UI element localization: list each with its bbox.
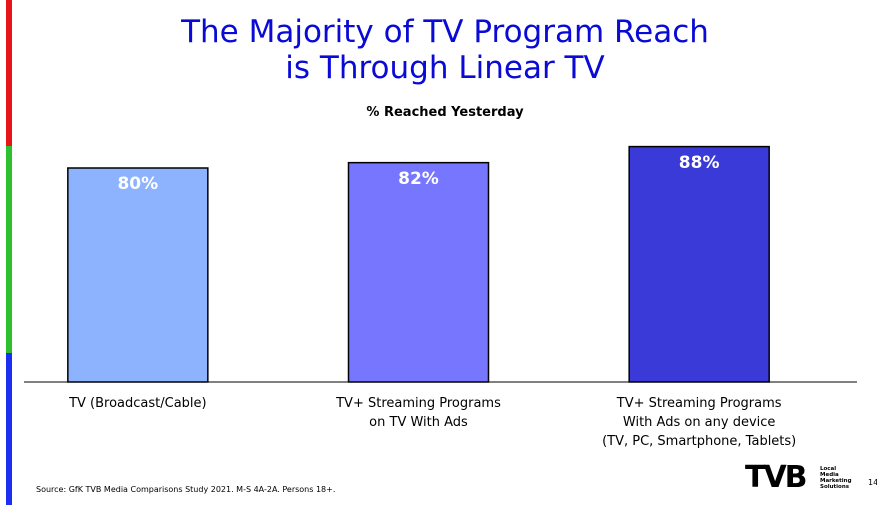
logo-tagline: Local Media Marketing Solutions [820, 466, 852, 490]
page-number: 14 [868, 478, 877, 487]
side-bar-blue [6, 353, 12, 505]
chart-title: The Majority of TV Program Reach is Thro… [181, 14, 709, 86]
value-label: 80% [117, 174, 159, 194]
source-note: Source: GfK TVB Media Comparisons Study … [36, 485, 336, 494]
x-tick-label: TV (Broadcast/Cable) [69, 396, 207, 411]
side-bar-green [6, 146, 12, 353]
chart-subtitle: % Reached Yesterday [366, 105, 524, 120]
x-tick-label: TV+ Streaming Programs With Ads on any d… [602, 396, 797, 449]
value-label: 82% [398, 168, 439, 189]
side-bar-red [6, 0, 12, 146]
bar [67, 167, 209, 383]
value-label: 88% [678, 152, 720, 173]
bar [347, 161, 490, 383]
bar [628, 145, 770, 383]
x-tick-label: TV+ Streaming Programs on TV With Ads [336, 396, 501, 430]
logo: TVB [745, 460, 808, 495]
